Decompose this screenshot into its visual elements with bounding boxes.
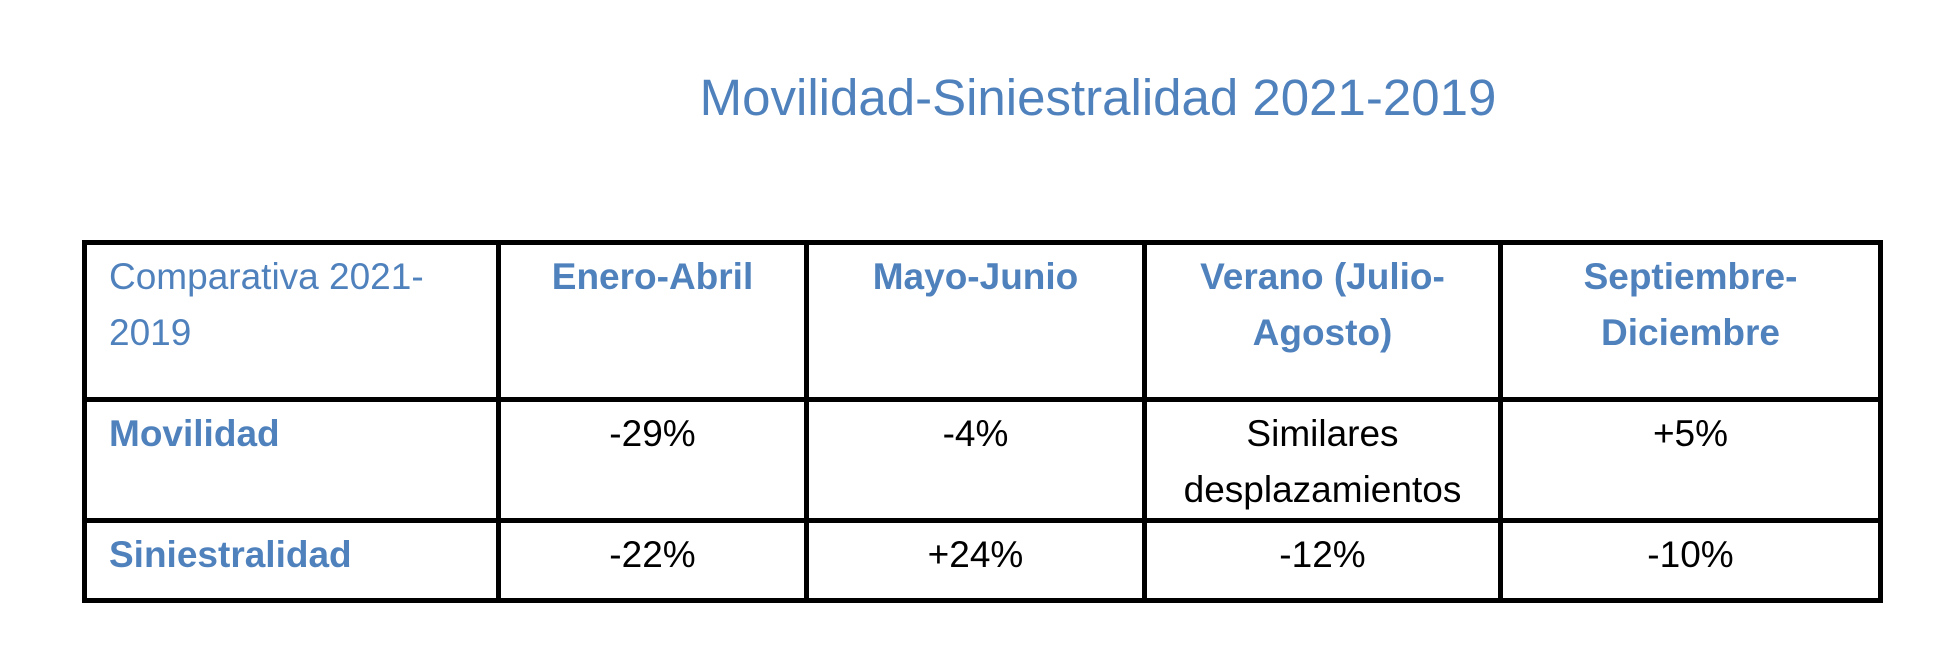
column-header-mayo-junio: Mayo-Junio	[804, 240, 1147, 402]
table-cell: -12%	[1142, 518, 1503, 603]
table-row: Movilidad -29% -4% Similares desplazamie…	[82, 397, 1883, 523]
table-cell: -29%	[496, 397, 809, 523]
table-cell: +24%	[804, 518, 1147, 603]
table-cell: -10%	[1498, 518, 1883, 603]
column-header-enero-abril: Enero-Abril	[496, 240, 809, 402]
comparison-table: Comparativa 2021-2019 Enero-Abril Mayo-J…	[82, 240, 1883, 603]
row-label-siniestralidad: Siniestralidad	[82, 518, 501, 603]
row-label-movilidad: Movilidad	[82, 397, 501, 523]
column-header-verano: Verano (Julio-Agosto)	[1142, 240, 1503, 402]
table-cell: -4%	[804, 397, 1147, 523]
header-row: Comparativa 2021-2019 Enero-Abril Mayo-J…	[82, 240, 1883, 402]
table-cell: Similares desplazamientos	[1142, 397, 1503, 523]
table-cell: -22%	[496, 518, 809, 603]
corner-label: Comparativa 2021-2019	[82, 240, 501, 402]
document-title: Movilidad-Siniestralidad 2021-2019	[699, 69, 1497, 126]
column-header-septiembre-diciembre: Septiembre-Diciembre	[1498, 240, 1883, 402]
table-cell: +5%	[1498, 397, 1883, 523]
table-row: Siniestralidad -22% +24% -12% -10%	[82, 518, 1883, 603]
